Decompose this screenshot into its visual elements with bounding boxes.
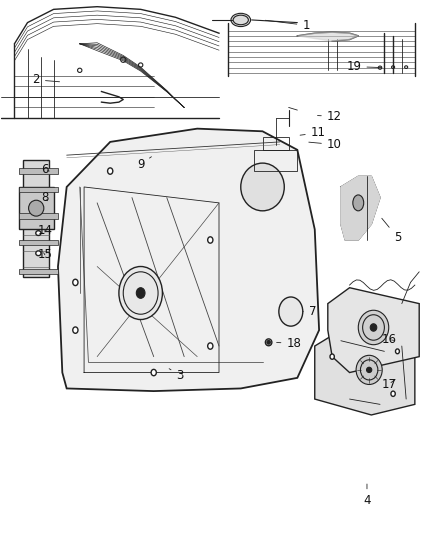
- Bar: [19, 214, 58, 219]
- Bar: [19, 240, 58, 245]
- Text: 7: 7: [303, 305, 316, 318]
- Ellipse shape: [208, 343, 213, 349]
- Polygon shape: [328, 288, 419, 373]
- Polygon shape: [341, 176, 380, 240]
- Ellipse shape: [241, 163, 284, 211]
- Text: 5: 5: [382, 219, 401, 244]
- Text: 18: 18: [277, 337, 301, 350]
- Ellipse shape: [208, 237, 213, 243]
- Ellipse shape: [36, 231, 41, 236]
- Ellipse shape: [108, 168, 113, 174]
- Text: 15: 15: [38, 248, 53, 261]
- Ellipse shape: [267, 341, 270, 344]
- Bar: [262, 136, 289, 150]
- Text: 17: 17: [381, 378, 396, 391]
- Ellipse shape: [353, 195, 364, 211]
- Text: 3: 3: [169, 369, 184, 382]
- Ellipse shape: [265, 339, 272, 346]
- Text: 9: 9: [137, 157, 152, 171]
- Text: 10: 10: [309, 138, 342, 151]
- Text: 1: 1: [265, 19, 310, 32]
- Text: 6: 6: [41, 164, 49, 176]
- Bar: [19, 187, 58, 192]
- Text: 2: 2: [32, 74, 60, 86]
- Ellipse shape: [330, 354, 334, 359]
- Ellipse shape: [367, 367, 372, 373]
- Ellipse shape: [36, 251, 41, 256]
- Ellipse shape: [356, 356, 382, 384]
- Ellipse shape: [151, 369, 156, 376]
- Text: 8: 8: [41, 191, 49, 204]
- Ellipse shape: [119, 266, 162, 319]
- Ellipse shape: [231, 13, 251, 27]
- Text: 19: 19: [346, 60, 381, 73]
- Bar: [23, 160, 49, 277]
- Ellipse shape: [28, 200, 44, 216]
- Text: 12: 12: [318, 110, 342, 123]
- Text: 4: 4: [363, 484, 371, 507]
- Ellipse shape: [73, 327, 78, 333]
- Ellipse shape: [370, 324, 377, 331]
- Text: 14: 14: [37, 224, 53, 237]
- Text: 16: 16: [381, 333, 396, 346]
- Polygon shape: [58, 128, 319, 391]
- Ellipse shape: [279, 297, 303, 326]
- Bar: [19, 168, 58, 174]
- Text: 11: 11: [300, 126, 326, 140]
- Ellipse shape: [358, 310, 389, 345]
- Polygon shape: [315, 330, 415, 415]
- Ellipse shape: [391, 391, 395, 397]
- Bar: [254, 150, 297, 171]
- Bar: [19, 269, 58, 274]
- Polygon shape: [297, 32, 358, 41]
- Bar: [19, 187, 53, 229]
- Ellipse shape: [73, 279, 78, 286]
- Ellipse shape: [136, 288, 145, 298]
- Ellipse shape: [396, 349, 399, 354]
